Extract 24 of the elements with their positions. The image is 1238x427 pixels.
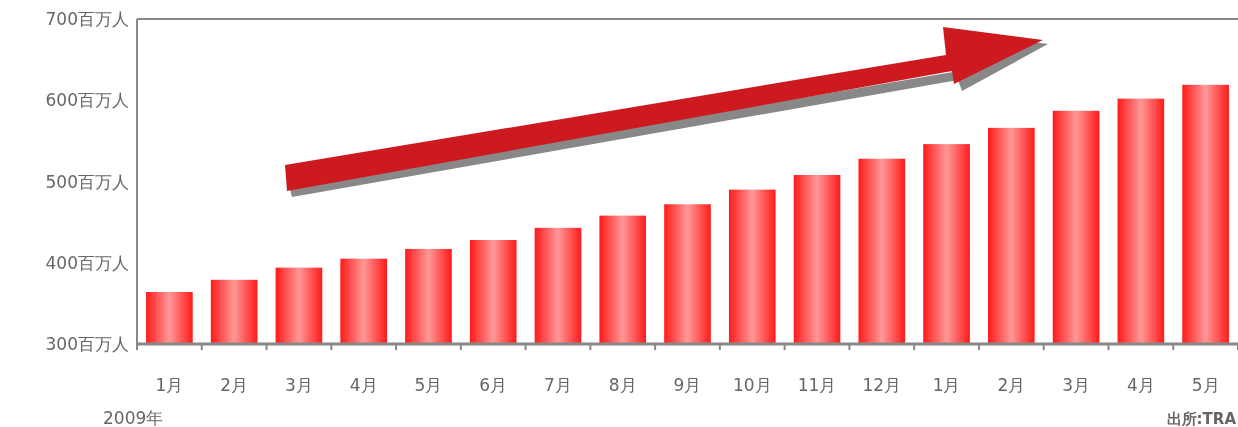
x-tick-label: 1月: [155, 375, 184, 395]
x-tick-label: 1月: [932, 375, 961, 395]
text: 出所:TRA: [1166, 410, 1237, 427]
y-tick-label: 500百万人: [45, 171, 129, 192]
x-tick-label: 5月: [1191, 375, 1220, 395]
x-tick-label: 4月: [1126, 375, 1155, 395]
y-tick-label: 300百万人: [45, 334, 129, 354]
x-tick-label: 10月: [732, 375, 772, 395]
x-tick-label: 7月: [544, 375, 572, 395]
y-tick-label: 600百万人: [45, 90, 129, 111]
x-tick-label: 2月: [220, 375, 249, 395]
x-tick-label: 4月: [349, 375, 378, 395]
x-tick-label: 11月: [797, 375, 837, 395]
x-tick-label: 3月: [285, 375, 313, 395]
x-tick-label: 9月: [673, 375, 702, 395]
x-tick-label: 6月: [479, 375, 508, 395]
y-tick-label: 400百万人: [45, 252, 129, 273]
x-tick-label: 8月: [608, 375, 637, 395]
x-tick-label: 3月: [1062, 375, 1090, 395]
x-tick-label: 2月: [997, 375, 1026, 395]
text: 2009年: [103, 408, 164, 427]
y-tick-label: 700百万人: [45, 9, 129, 29]
x-tick-label: 12月: [862, 375, 902, 395]
x-tick-label: 5月: [414, 375, 443, 395]
